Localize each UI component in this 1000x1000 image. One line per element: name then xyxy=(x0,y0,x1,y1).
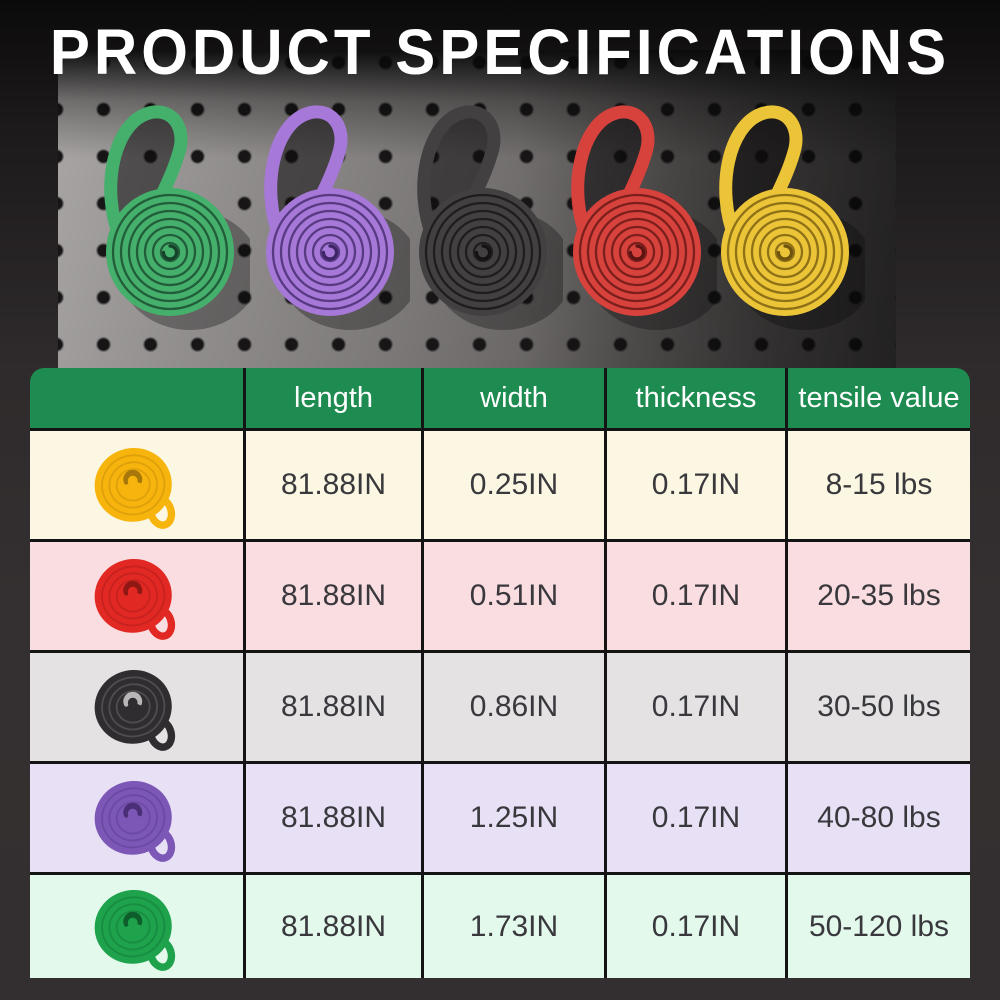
band-photo-yellow xyxy=(719,105,865,330)
black-band-icon xyxy=(94,669,175,751)
row2-thickness-cell: 0.17IN xyxy=(607,542,785,650)
header-cell-thickness: thickness xyxy=(607,368,785,428)
band-photo-purple xyxy=(264,105,410,330)
spec-table: length width thickness tensile value 81.… xyxy=(30,368,970,978)
row3-tensile-cell: 30-50 lbs xyxy=(788,653,970,761)
row1-width-cell: 0.25IN xyxy=(424,431,604,539)
row5-width-cell: 1.73IN xyxy=(424,875,604,978)
row1-band-image-cell xyxy=(30,431,243,539)
band-photo-green xyxy=(104,105,250,330)
row4-length-cell: 81.88IN xyxy=(246,764,421,872)
row1-length-cell: 81.88IN xyxy=(246,431,421,539)
purple-band-icon xyxy=(94,780,175,862)
row2-length-cell: 81.88IN xyxy=(246,542,421,650)
row3-width-cell: 0.86IN xyxy=(424,653,604,761)
header-cell-length: length xyxy=(246,368,421,428)
row2-width-cell: 0.51IN xyxy=(424,542,604,650)
red-band-icon xyxy=(94,558,175,640)
row4-tensile-cell: 40-80 lbs xyxy=(788,764,970,872)
yellow-band-icon xyxy=(94,447,175,529)
row5-length-cell: 81.88IN xyxy=(246,875,421,978)
row2-tensile-cell: 20-35 lbs xyxy=(788,542,970,650)
row4-band-image-cell xyxy=(30,764,243,872)
green-band-icon xyxy=(94,889,175,971)
row5-band-image-cell xyxy=(30,875,243,978)
page-title: PRODUCT SPECIFICATIONS xyxy=(49,16,951,89)
band-photo-black xyxy=(417,105,563,330)
row3-band-image-cell xyxy=(30,653,243,761)
header-cell-tensile: tensile value xyxy=(788,368,970,428)
row4-width-cell: 1.25IN xyxy=(424,764,604,872)
row2-band-image-cell xyxy=(30,542,243,650)
row4-thickness-cell: 0.17IN xyxy=(607,764,785,872)
header-cell-image xyxy=(30,368,243,428)
row5-thickness-cell: 0.17IN xyxy=(607,875,785,978)
row1-tensile-cell: 8-15 lbs xyxy=(788,431,970,539)
row3-thickness-cell: 0.17IN xyxy=(607,653,785,761)
row1-thickness-cell: 0.17IN xyxy=(607,431,785,539)
band-photo-red xyxy=(571,105,717,330)
hero-photo: PRODUCT SPECIFICATIONS xyxy=(0,0,1000,368)
row3-length-cell: 81.88IN xyxy=(246,653,421,761)
header-cell-width: width xyxy=(424,368,604,428)
row5-tensile-cell: 50-120 lbs xyxy=(788,875,970,978)
